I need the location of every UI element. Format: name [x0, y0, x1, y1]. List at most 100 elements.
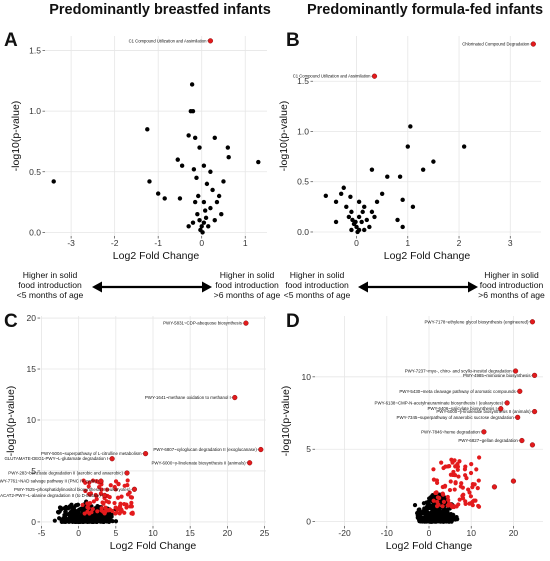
chart-panel-b: 0 1 2 3 0.0 0.5 1.0 1.5 Log2 Fold Change -log10(p… — [278, 36, 541, 262]
data-point — [349, 209, 354, 215]
data-point — [214, 199, 220, 205]
x-tick-label: 3 — [508, 238, 513, 248]
x-tick-label: -5 — [38, 528, 46, 538]
significant-point — [124, 502, 129, 507]
data-point — [429, 503, 434, 509]
data-point — [212, 135, 217, 141]
data-point — [100, 519, 106, 524]
data-point — [177, 196, 183, 201]
data-point — [189, 82, 195, 87]
y-tick-label: 15 — [27, 364, 37, 374]
data-point — [438, 518, 443, 523]
data-point — [416, 509, 421, 515]
significant-point — [90, 478, 96, 483]
chart-panel-a: -3 -2 -1 0 1 0.0 0.5 1.0 1.5 Log2 Fold Change -log… — [10, 36, 267, 262]
data-point — [362, 204, 367, 210]
x-tick-label: 5 — [113, 528, 118, 538]
significant-point — [118, 501, 123, 506]
significant-point — [105, 508, 110, 513]
right-double-arrow — [358, 281, 478, 293]
point-annotation: PWY-7625~phosphatidylinositol biosynthes… — [14, 487, 131, 492]
grid-lines — [315, 316, 543, 526]
y-axis-label: -log10(p-value) — [278, 101, 290, 172]
point-annotation: PWY-7178~ethylene glycol biosynthesis (e… — [425, 319, 529, 324]
grid-lines — [45, 36, 267, 236]
data-point — [186, 133, 191, 138]
left-double-arrow — [92, 281, 212, 293]
data-point — [175, 157, 180, 162]
x-tick-label: -2 — [111, 238, 119, 248]
y-tick-label: 0.5 — [297, 177, 309, 187]
data-point — [62, 506, 67, 511]
x-tick-label: -10 — [381, 528, 394, 538]
right-higher-direction-label: Higher in solid food introduction >6 mon… — [478, 270, 545, 300]
data-point — [201, 199, 207, 205]
data-point — [202, 208, 208, 213]
data-point — [437, 510, 442, 515]
y-axis-label: -log10(p-value) — [5, 386, 17, 457]
data-point — [354, 224, 359, 230]
y-tick-label: 0.0 — [297, 227, 309, 237]
data-point — [362, 227, 367, 233]
x-axis-label: Log2 Fold Change — [384, 250, 471, 262]
data-point — [51, 179, 56, 184]
x-tick-label: 1 — [243, 238, 248, 248]
data-point — [395, 217, 400, 223]
data-point — [69, 502, 74, 507]
significant-point — [119, 494, 124, 499]
significant-point — [463, 473, 468, 478]
point-annotation: ALACAT2-PWY~L-alanine degradation II (to… — [0, 493, 101, 498]
y-tick-label: 1.5 — [29, 46, 41, 56]
data-point — [147, 179, 152, 184]
data-point — [208, 205, 213, 211]
significant-point — [467, 490, 472, 495]
significant-point — [99, 508, 104, 513]
significant-point — [453, 481, 458, 486]
data-point — [80, 519, 85, 524]
significant-point — [449, 504, 454, 509]
x-tick-label: 1 — [405, 238, 410, 248]
significant-point — [125, 478, 130, 483]
significant-point — [439, 460, 444, 465]
significant-point — [474, 467, 479, 472]
significant-point — [456, 502, 461, 507]
data-point — [219, 211, 224, 217]
data-point — [110, 519, 115, 524]
point-annotation: PWY-7237~myo-, chiro- and scyllo-inosito… — [405, 369, 512, 374]
significant-point — [468, 470, 474, 476]
data-point — [448, 515, 453, 520]
data-point — [431, 159, 436, 164]
data-point — [71, 505, 76, 511]
significant-point — [453, 464, 458, 469]
data-point — [86, 515, 91, 520]
x-tick-label: 10 — [148, 528, 158, 538]
y-axis-label: -log10(p-value) — [280, 386, 292, 457]
data-point — [104, 516, 110, 521]
data-point — [400, 197, 405, 203]
panel-letter-b: B — [286, 30, 300, 51]
y-axis-label: -log10(p-value) — [10, 101, 22, 172]
significant-point — [457, 497, 462, 502]
significant-point — [477, 455, 482, 460]
y-tick-label: 1.5 — [297, 76, 309, 86]
data-point — [192, 199, 198, 205]
data-point — [216, 193, 222, 199]
data-point — [195, 211, 200, 217]
x-tick-label: 0 — [199, 238, 204, 248]
significant-point — [476, 478, 481, 483]
significant-point — [86, 484, 91, 489]
y-tick-label: 0 — [31, 517, 36, 527]
point-annotation: PWY-7761~NAD salvage pathway II (PNC IV … — [0, 479, 97, 484]
data-point — [369, 167, 375, 172]
significant-point — [470, 482, 475, 487]
data-point — [197, 145, 202, 150]
point-annotation: C1 Compound Utilization and Assimilation — [293, 74, 371, 79]
data-point — [96, 517, 101, 522]
significant-point — [467, 501, 472, 506]
data-point — [421, 508, 426, 513]
y-tick-label: 10 — [27, 415, 37, 425]
significant-point — [125, 483, 130, 488]
y-tick-label: 5 — [31, 466, 36, 476]
data-point — [453, 516, 459, 521]
